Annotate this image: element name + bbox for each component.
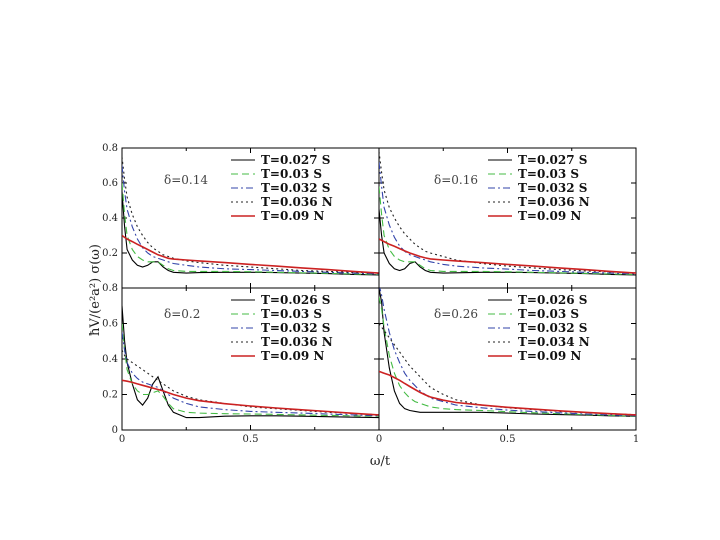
x-axis-label: ω/t bbox=[370, 454, 391, 469]
panel-2: δ=0.16 T=0.027 ST=0.03 ST=0.032 ST=0.036 … bbox=[378, 147, 637, 289]
series-line bbox=[379, 296, 636, 417]
legend-label: T=0.036 N bbox=[518, 195, 590, 209]
legend-label: T=0.09 N bbox=[261, 349, 324, 363]
legend-label: T=0.03 S bbox=[261, 307, 322, 321]
series-line bbox=[379, 151, 636, 274]
x-tick-label: 0.5 bbox=[243, 434, 259, 445]
panel-parameter-label: δ=0.26 bbox=[434, 307, 478, 321]
panel-parameter-label: δ=0.14 bbox=[164, 173, 208, 187]
legend-label: T=0.09 N bbox=[518, 209, 581, 223]
legend-label: T=0.032 S bbox=[261, 321, 330, 335]
series-line bbox=[379, 186, 636, 276]
y-tick-label: 0.6 bbox=[102, 319, 118, 330]
series-line bbox=[122, 165, 379, 275]
series-line bbox=[122, 305, 379, 419]
panel-4: 0 0.5 1δ=0.26T=0.026 ST=0.03 ST=0.032 ST=0… bbox=[376, 287, 639, 445]
y-tick-label: 0.2 bbox=[102, 248, 118, 259]
series-line bbox=[122, 379, 379, 416]
legend-label: T=0.034 N bbox=[518, 335, 590, 349]
legend-label: T=0.036 N bbox=[261, 195, 333, 209]
legend-label: T=0.032 S bbox=[518, 181, 587, 195]
y-tick-label: 0.8 bbox=[102, 143, 118, 154]
legend-label: T=0.03 S bbox=[518, 167, 579, 181]
y-tick-label: 0 bbox=[112, 425, 118, 436]
series-line bbox=[122, 332, 379, 417]
y-tick-label: 0.8 bbox=[102, 283, 118, 294]
panels: 0.20.40.60.8δ=0.14T=0.027 ST=0.03 ST=0.0… bbox=[102, 143, 639, 445]
series-line bbox=[122, 234, 379, 274]
panel-3: 00.20.40.60.80 0.5δ=0.2T=0.026 ST=0.03 ST… bbox=[102, 283, 380, 445]
x-tick-label: 0 bbox=[376, 434, 382, 445]
legend-label: T=0.03 S bbox=[261, 167, 322, 181]
legend-label: T=0.09 N bbox=[518, 349, 581, 363]
y-tick-label: 0.6 bbox=[102, 178, 118, 189]
y-tick-label: 0.4 bbox=[102, 213, 118, 224]
y-tick-label: 0.2 bbox=[102, 390, 118, 401]
legend-label: T=0.03 S bbox=[518, 307, 579, 321]
legend-label: T=0.032 S bbox=[518, 321, 587, 335]
legend-label: T=0.09 N bbox=[261, 209, 324, 223]
y-tick-label: 0.4 bbox=[102, 354, 118, 365]
series-line bbox=[122, 156, 379, 274]
series-line bbox=[379, 161, 636, 275]
legend-label: T=0.026 S bbox=[518, 293, 587, 307]
legend-label: T=0.026 S bbox=[261, 293, 330, 307]
series-line bbox=[122, 323, 379, 417]
series-line bbox=[122, 182, 379, 276]
series-line bbox=[379, 370, 636, 416]
legend-label: T=0.027 S bbox=[518, 153, 587, 167]
panel-parameter-label: δ=0.16 bbox=[434, 173, 478, 187]
x-tick-label: 0.5 bbox=[500, 434, 516, 445]
x-tick-label: 0 bbox=[119, 434, 125, 445]
legend-label: T=0.032 S bbox=[261, 181, 330, 195]
y-axis-label: ħV/(e²a²) σ(ω) bbox=[88, 244, 103, 336]
series-line bbox=[379, 238, 636, 274]
series-line bbox=[122, 349, 379, 416]
legend-label: T=0.027 S bbox=[261, 153, 330, 167]
panel-1: 0.20.40.60.8δ=0.14T=0.027 ST=0.03 ST=0.0… bbox=[102, 143, 380, 289]
x-tick-label: 1 bbox=[633, 434, 639, 445]
legend-label: T=0.036 N bbox=[261, 335, 333, 349]
panel-parameter-label: δ=0.2 bbox=[164, 307, 200, 321]
